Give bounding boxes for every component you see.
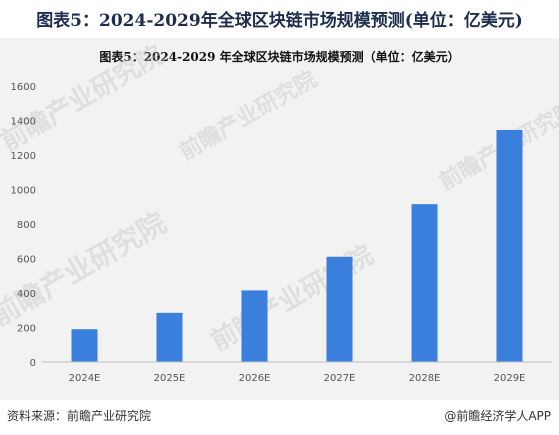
x-tick-label: 2026E [239, 373, 271, 384]
y-tick-label: 600 [17, 255, 36, 266]
bar-2028E [411, 204, 438, 362]
bar-2024E [71, 329, 98, 362]
y-tick-label: 1400 [11, 117, 36, 128]
x-tick-label: 2027E [324, 373, 356, 384]
footer: 资料来源：前瞻产业研究院 @前瞻经济学人APP [0, 402, 559, 435]
y-tick-label: 800 [17, 220, 36, 231]
y-tick-label: 200 [17, 324, 36, 335]
chart-panel: 图表5：2024-2029 年全球区块链市场规模预测（单位：亿美元） 前瞻产业研… [0, 38, 559, 400]
y-axis: 0 200 400 600 800 1000 1200 1400 1600 [11, 82, 36, 369]
bar-2027E [326, 256, 353, 362]
y-tick-label: 0 [30, 358, 36, 369]
x-tick-label: 2025E [154, 373, 186, 384]
source-note: 资料来源：前瞻产业研究院 [7, 409, 152, 423]
x-tick-label: 2029E [494, 373, 526, 384]
bars [71, 129, 523, 362]
bar-chart: 0 200 400 600 800 1000 1200 1400 1600 2024E 2025E… [11, 82, 552, 384]
y-tick-label: 1200 [11, 151, 36, 162]
y-tick-label: 400 [17, 289, 36, 300]
x-tick-label: 2024E [69, 373, 101, 384]
page-title: 图表5：2024-2029年全球区块链市场规模预测(单位：亿美元) [36, 11, 523, 31]
x-axis: 2024E 2025E 2026E 2027E 2028E 2029E [42, 361, 552, 384]
chart-title: 图表5：2024-2029 年全球区块链市场规模预测（单位：亿美元） [99, 50, 460, 64]
bar-2029E [496, 129, 523, 362]
y-tick-label: 1000 [11, 186, 36, 197]
bar-2025E [156, 312, 183, 362]
y-tick-label: 1600 [11, 82, 36, 93]
x-tick-label: 2028E [409, 373, 441, 384]
app-credit: @前瞻经济学人APP [444, 409, 551, 423]
bar-2026E [241, 290, 268, 362]
